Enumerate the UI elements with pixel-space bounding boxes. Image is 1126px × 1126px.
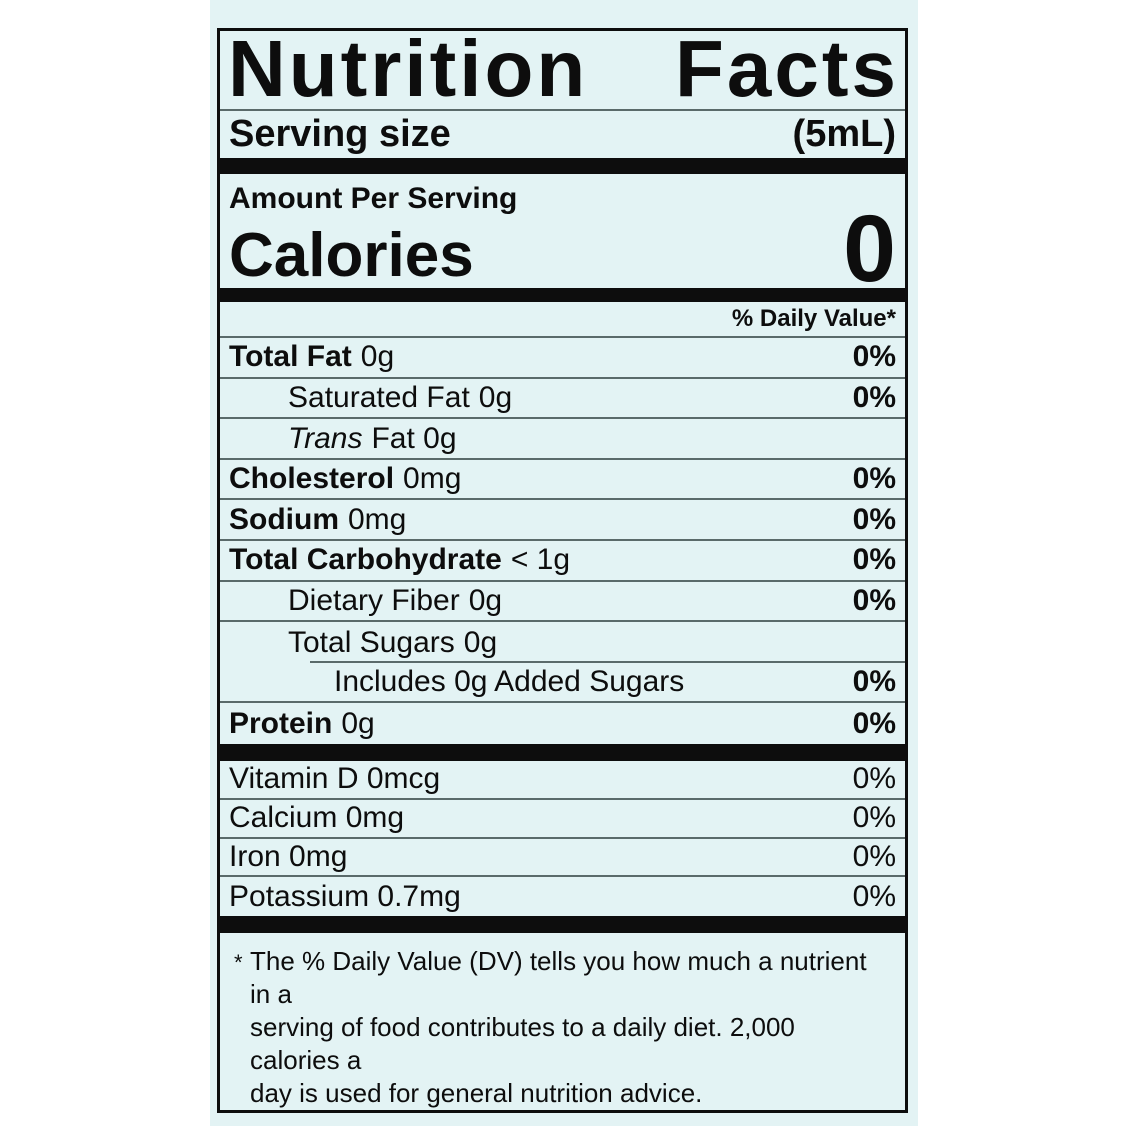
- calories-value: 0: [843, 196, 896, 303]
- nutrient-dv: 0%: [852, 584, 896, 618]
- nutrient-name: Sodium: [229, 502, 339, 536]
- footnote-line: day is used for general nutrition advice…: [250, 1078, 703, 1109]
- vitamin-row-vitamin-d: Vitamin D 0mcg 0%: [220, 761, 905, 800]
- nutrient-dv: 0%: [852, 706, 896, 740]
- vitamin-name: Iron 0mg: [229, 839, 348, 873]
- nutrient-name: Cholesterol: [229, 462, 395, 496]
- nutrient-amount: 0mg: [403, 462, 462, 496]
- vitamin-dv: 0%: [852, 839, 896, 873]
- nutrient-row-cholesterol: Cholesterol 0mg 0%: [220, 460, 905, 501]
- indented-divider: [310, 660, 905, 663]
- nutrient-amount: 0g: [478, 380, 513, 414]
- nutrient-amount: 0g: [468, 584, 503, 618]
- nutrient-row-trans-fat: Trans Fat 0g: [220, 419, 905, 460]
- vitamin-name: Vitamin D 0mcg: [229, 762, 441, 796]
- nutrient-name: Total Carbohydrate: [229, 543, 502, 577]
- calories-label: Calories: [229, 221, 474, 291]
- daily-value-header: % Daily Value*: [220, 302, 905, 338]
- nutrient-dv: 0%: [852, 340, 896, 374]
- title-word-2: Facts: [675, 24, 899, 113]
- vitamin-dv: 0%: [852, 762, 896, 796]
- nutrient-dv: 0%: [852, 665, 896, 699]
- section-divider-bar: [220, 916, 905, 934]
- nutrient-dv: 0%: [852, 380, 896, 414]
- nutrient-name: Total Fat: [229, 340, 352, 374]
- nutrient-dv: 0%: [852, 502, 896, 536]
- footnote-line: serving of food contributes to a daily d…: [250, 1012, 795, 1076]
- nutrient-row-added-sugars: Includes 0g Added Sugars 0%: [220, 660, 905, 704]
- footnote-line: The % Daily Value (DV) tells you how muc…: [250, 946, 867, 1010]
- label-card: Nutrition Facts Serving size (5mL) Amoun…: [210, 0, 918, 1126]
- nutrient-amount: Fat 0g: [371, 421, 457, 455]
- nutrition-facts-label: Nutrition Facts Serving size (5mL) Amoun…: [217, 28, 908, 1113]
- daily-value-footnote: * The % Daily Value (DV) tells you how m…: [220, 933, 905, 1110]
- nutrient-amount: 0g: [463, 625, 498, 659]
- nutrient-amount: 0g: [341, 706, 375, 740]
- nutrient-row-total-carbohydrate: Total Carbohydrate < 1g 0%: [220, 541, 905, 582]
- vitamin-name: Potassium 0.7mg: [229, 879, 461, 913]
- nutrient-row-sodium: Sodium 0mg 0%: [220, 500, 905, 542]
- nutrient-name: Dietary Fiber: [288, 584, 460, 618]
- serving-size-value: (5mL): [792, 113, 896, 156]
- nutrient-row-protein: Protein 0g 0%: [220, 703, 905, 743]
- vitamin-row-iron: Iron 0mg 0%: [220, 839, 905, 878]
- nutrient-row-dietary-fiber: Dietary Fiber 0g 0%: [220, 582, 905, 623]
- section-divider-bar: [220, 158, 905, 175]
- nutrient-row-total-sugars: Total Sugars 0g: [220, 622, 905, 662]
- serving-size-label: Serving size: [229, 113, 451, 156]
- label-title: Nutrition Facts: [220, 24, 905, 113]
- vitamin-row-calcium: Calcium 0mg 0%: [220, 800, 905, 839]
- vitamin-row-potassium: Potassium 0.7mg 0%: [220, 877, 905, 916]
- nutrient-amount: < 1g: [510, 543, 571, 577]
- nutrient-name: Saturated Fat: [288, 380, 470, 414]
- nutrient-name: Total Sugars: [288, 625, 455, 659]
- section-divider-bar: [220, 743, 905, 761]
- section-divider-bar: [220, 288, 905, 303]
- calories-row: Calories 0: [220, 196, 905, 303]
- vitamin-dv: 0%: [852, 801, 896, 835]
- nutrient-dv: 0%: [852, 462, 896, 496]
- footnote-asterisk: *: [234, 950, 243, 976]
- amount-per-serving-heading: Amount Per Serving: [229, 182, 518, 216]
- nutrient-name: Protein: [229, 706, 333, 740]
- nutrient-row-saturated-fat: Saturated Fat 0g 0%: [220, 379, 905, 420]
- title-word-1: Nutrition: [228, 24, 589, 113]
- nutrient-row-total-fat: Total Fat 0g 0%: [220, 338, 905, 379]
- nutrient-dv: 0%: [852, 543, 896, 577]
- nutrient-name: Trans: [288, 421, 363, 455]
- serving-size-row: Serving size (5mL): [220, 111, 905, 158]
- vitamin-name: Calcium 0mg: [229, 801, 405, 835]
- nutrient-name: Includes 0g Added Sugars: [334, 665, 685, 699]
- vitamin-dv: 0%: [852, 879, 896, 913]
- nutrient-amount: 0mg: [348, 502, 407, 536]
- nutrient-amount: 0g: [360, 340, 395, 374]
